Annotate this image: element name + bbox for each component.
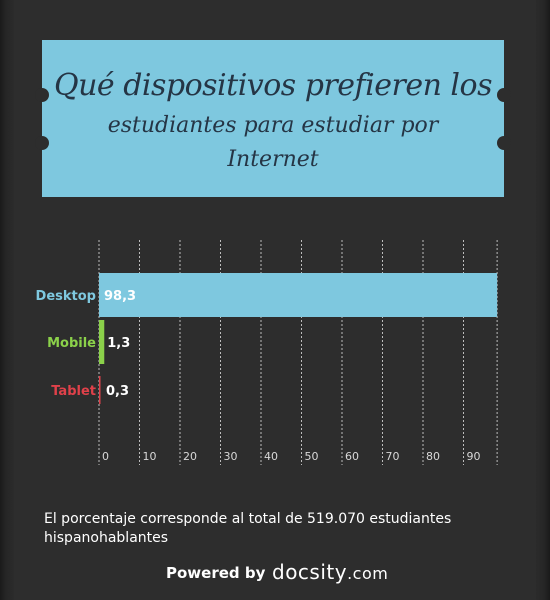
powered-by-label: Powered by (166, 564, 266, 582)
bar-mobile (99, 320, 105, 364)
logo-text: docsity (272, 560, 348, 584)
x-tick-label-60: 60 (345, 450, 359, 463)
category-label-mobile: Mobile (47, 336, 96, 351)
title-line-1: Qué dispositivos prefieren los (53, 68, 493, 103)
x-tick-label-50: 50 (305, 450, 319, 463)
category-label-tablet: Tablet (51, 384, 96, 399)
x-tick-label-10: 10 (143, 450, 157, 463)
title-banner: Qué dispositivos prefieren los estudiant… (35, 40, 511, 197)
value-label-mobile: 1,3 (107, 336, 130, 351)
title-line-3: Internet (227, 147, 319, 172)
page-title: Qué dispositivos prefieren los estudiant… (42, 68, 504, 176)
footnote: El porcentaje corresponde al total de 51… (44, 511, 452, 546)
x-tick-label-30: 30 (224, 450, 238, 463)
x-tick-label-20: 20 (183, 450, 197, 463)
x-tick-label-90: 90 (467, 450, 481, 463)
bar-desktop (99, 273, 498, 317)
title-line-2: estudiantes para estudiar por (107, 113, 439, 138)
docsity-logo[interactable]: docsity.com (272, 560, 388, 584)
banner-notch-right-top (497, 88, 511, 102)
banner-notch-left-top (35, 88, 49, 102)
category-label-desktop: Desktop (36, 289, 96, 304)
x-tick-label-40: 40 (264, 450, 278, 463)
value-label-desktop: 98,3 (104, 289, 136, 304)
bar-tablet (99, 376, 101, 404)
logo-suffix: .com (347, 564, 389, 583)
x-tick-label-0: 0 (102, 450, 109, 463)
x-tick-label-70: 70 (386, 450, 400, 463)
value-label-tablet: 0,3 (106, 384, 129, 399)
x-tick-label-80: 80 (426, 450, 440, 463)
banner-notch-right-bottom (497, 136, 511, 150)
banner-notch-left-bottom (35, 136, 49, 150)
